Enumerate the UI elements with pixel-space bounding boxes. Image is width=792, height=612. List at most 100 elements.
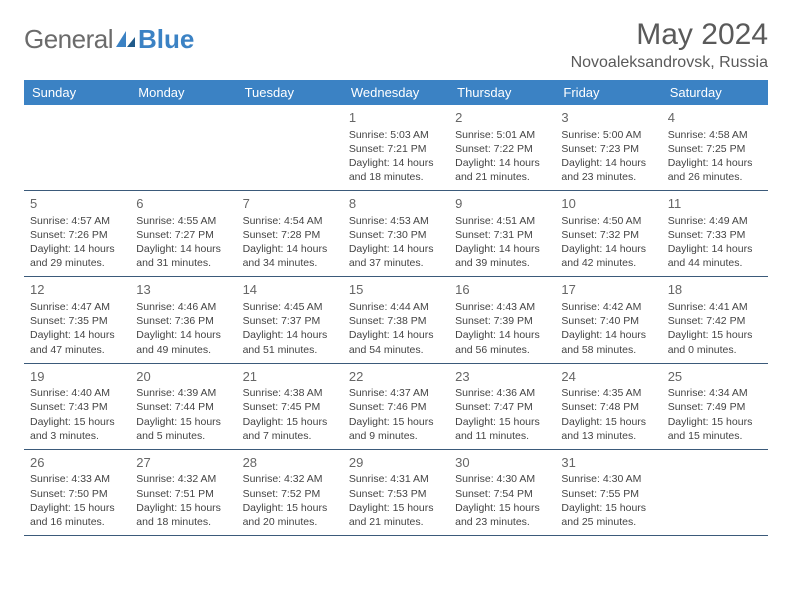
calendar-week-row: 1Sunrise: 5:03 AMSunset: 7:21 PMDaylight…	[24, 105, 768, 191]
sunrise-text: Sunrise: 4:39 AM	[136, 386, 230, 400]
calendar-day-cell	[237, 105, 343, 190]
calendar-day-cell: 30Sunrise: 4:30 AMSunset: 7:54 PMDayligh…	[449, 450, 555, 535]
calendar-day-cell: 31Sunrise: 4:30 AMSunset: 7:55 PMDayligh…	[555, 450, 661, 535]
daylight-text: Daylight: 14 hours and 34 minutes.	[243, 242, 337, 270]
day-number: 2	[455, 109, 549, 127]
daylight-text: Daylight: 14 hours and 58 minutes.	[561, 328, 655, 356]
day-number: 20	[136, 368, 230, 386]
sunrise-text: Sunrise: 4:35 AM	[561, 386, 655, 400]
sunset-text: Sunset: 7:54 PM	[455, 487, 549, 501]
sunset-text: Sunset: 7:40 PM	[561, 314, 655, 328]
daylight-text: Daylight: 15 hours and 16 minutes.	[30, 501, 124, 529]
sunrise-text: Sunrise: 4:31 AM	[349, 472, 443, 486]
sunrise-text: Sunrise: 5:01 AM	[455, 128, 549, 142]
day-number: 13	[136, 281, 230, 299]
page-title: May 2024	[571, 18, 768, 52]
sunset-text: Sunset: 7:46 PM	[349, 400, 443, 414]
calendar-day-cell: 24Sunrise: 4:35 AMSunset: 7:48 PMDayligh…	[555, 364, 661, 449]
calendar-day-cell: 11Sunrise: 4:49 AMSunset: 7:33 PMDayligh…	[662, 191, 768, 276]
day-number: 31	[561, 454, 655, 472]
logo: GeneralBlue	[24, 24, 194, 55]
sunrise-text: Sunrise: 4:49 AM	[668, 214, 762, 228]
sunrise-text: Sunrise: 4:54 AM	[243, 214, 337, 228]
calendar-week-row: 5Sunrise: 4:57 AMSunset: 7:26 PMDaylight…	[24, 191, 768, 277]
sunrise-text: Sunrise: 4:32 AM	[243, 472, 337, 486]
day-number: 22	[349, 368, 443, 386]
daylight-text: Daylight: 15 hours and 25 minutes.	[561, 501, 655, 529]
calendar-week-row: 26Sunrise: 4:33 AMSunset: 7:50 PMDayligh…	[24, 450, 768, 536]
sunrise-text: Sunrise: 4:36 AM	[455, 386, 549, 400]
sunrise-text: Sunrise: 5:00 AM	[561, 128, 655, 142]
day-number: 16	[455, 281, 549, 299]
day-number: 17	[561, 281, 655, 299]
daylight-text: Daylight: 14 hours and 18 minutes.	[349, 156, 443, 184]
daylight-text: Daylight: 14 hours and 42 minutes.	[561, 242, 655, 270]
sunset-text: Sunset: 7:49 PM	[668, 400, 762, 414]
day-number: 10	[561, 195, 655, 213]
calendar-day-cell: 4Sunrise: 4:58 AMSunset: 7:25 PMDaylight…	[662, 105, 768, 190]
calendar-day-cell: 7Sunrise: 4:54 AMSunset: 7:28 PMDaylight…	[237, 191, 343, 276]
sunset-text: Sunset: 7:37 PM	[243, 314, 337, 328]
day-number: 1	[349, 109, 443, 127]
sunrise-text: Sunrise: 4:57 AM	[30, 214, 124, 228]
weekday-header-row: SundayMondayTuesdayWednesdayThursdayFrid…	[24, 80, 768, 105]
sunset-text: Sunset: 7:39 PM	[455, 314, 549, 328]
sunset-text: Sunset: 7:43 PM	[30, 400, 124, 414]
sunrise-text: Sunrise: 4:38 AM	[243, 386, 337, 400]
day-number: 18	[668, 281, 762, 299]
sunrise-text: Sunrise: 4:37 AM	[349, 386, 443, 400]
sunset-text: Sunset: 7:53 PM	[349, 487, 443, 501]
calendar-day-cell: 8Sunrise: 4:53 AMSunset: 7:30 PMDaylight…	[343, 191, 449, 276]
weekday-header: Thursday	[449, 80, 555, 105]
sunrise-text: Sunrise: 4:58 AM	[668, 128, 762, 142]
day-number: 12	[30, 281, 124, 299]
calendar-week-row: 12Sunrise: 4:47 AMSunset: 7:35 PMDayligh…	[24, 277, 768, 363]
daylight-text: Daylight: 14 hours and 31 minutes.	[136, 242, 230, 270]
sunrise-text: Sunrise: 4:30 AM	[455, 472, 549, 486]
sunrise-text: Sunrise: 4:44 AM	[349, 300, 443, 314]
sunrise-text: Sunrise: 4:32 AM	[136, 472, 230, 486]
sunrise-text: Sunrise: 4:47 AM	[30, 300, 124, 314]
sunset-text: Sunset: 7:38 PM	[349, 314, 443, 328]
calendar-day-cell: 18Sunrise: 4:41 AMSunset: 7:42 PMDayligh…	[662, 277, 768, 362]
daylight-text: Daylight: 15 hours and 18 minutes.	[136, 501, 230, 529]
sunrise-text: Sunrise: 4:40 AM	[30, 386, 124, 400]
sunrise-text: Sunrise: 4:50 AM	[561, 214, 655, 228]
day-number: 21	[243, 368, 337, 386]
daylight-text: Daylight: 15 hours and 5 minutes.	[136, 415, 230, 443]
sunset-text: Sunset: 7:44 PM	[136, 400, 230, 414]
sunrise-text: Sunrise: 4:33 AM	[30, 472, 124, 486]
calendar-day-cell: 10Sunrise: 4:50 AMSunset: 7:32 PMDayligh…	[555, 191, 661, 276]
daylight-text: Daylight: 14 hours and 26 minutes.	[668, 156, 762, 184]
sunset-text: Sunset: 7:55 PM	[561, 487, 655, 501]
daylight-text: Daylight: 15 hours and 3 minutes.	[30, 415, 124, 443]
calendar-day-cell: 3Sunrise: 5:00 AMSunset: 7:23 PMDaylight…	[555, 105, 661, 190]
day-number: 19	[30, 368, 124, 386]
sunset-text: Sunset: 7:25 PM	[668, 142, 762, 156]
title-block: May 2024 Novoaleksandrovsk, Russia	[571, 18, 768, 72]
calendar-day-cell: 17Sunrise: 4:42 AMSunset: 7:40 PMDayligh…	[555, 277, 661, 362]
day-number: 6	[136, 195, 230, 213]
day-number: 7	[243, 195, 337, 213]
daylight-text: Daylight: 14 hours and 29 minutes.	[30, 242, 124, 270]
daylight-text: Daylight: 15 hours and 11 minutes.	[455, 415, 549, 443]
daylight-text: Daylight: 14 hours and 54 minutes.	[349, 328, 443, 356]
day-number: 26	[30, 454, 124, 472]
sunset-text: Sunset: 7:23 PM	[561, 142, 655, 156]
sunrise-text: Sunrise: 5:03 AM	[349, 128, 443, 142]
daylight-text: Daylight: 15 hours and 23 minutes.	[455, 501, 549, 529]
sunset-text: Sunset: 7:45 PM	[243, 400, 337, 414]
sunrise-text: Sunrise: 4:41 AM	[668, 300, 762, 314]
calendar-day-cell: 5Sunrise: 4:57 AMSunset: 7:26 PMDaylight…	[24, 191, 130, 276]
logo-text-general: General	[24, 24, 113, 55]
sunrise-text: Sunrise: 4:46 AM	[136, 300, 230, 314]
calendar-day-cell: 27Sunrise: 4:32 AMSunset: 7:51 PMDayligh…	[130, 450, 236, 535]
sunset-text: Sunset: 7:30 PM	[349, 228, 443, 242]
sunset-text: Sunset: 7:36 PM	[136, 314, 230, 328]
daylight-text: Daylight: 15 hours and 7 minutes.	[243, 415, 337, 443]
calendar-week-row: 19Sunrise: 4:40 AMSunset: 7:43 PMDayligh…	[24, 364, 768, 450]
calendar-day-cell: 15Sunrise: 4:44 AMSunset: 7:38 PMDayligh…	[343, 277, 449, 362]
daylight-text: Daylight: 14 hours and 23 minutes.	[561, 156, 655, 184]
calendar-day-cell: 9Sunrise: 4:51 AMSunset: 7:31 PMDaylight…	[449, 191, 555, 276]
day-number: 5	[30, 195, 124, 213]
